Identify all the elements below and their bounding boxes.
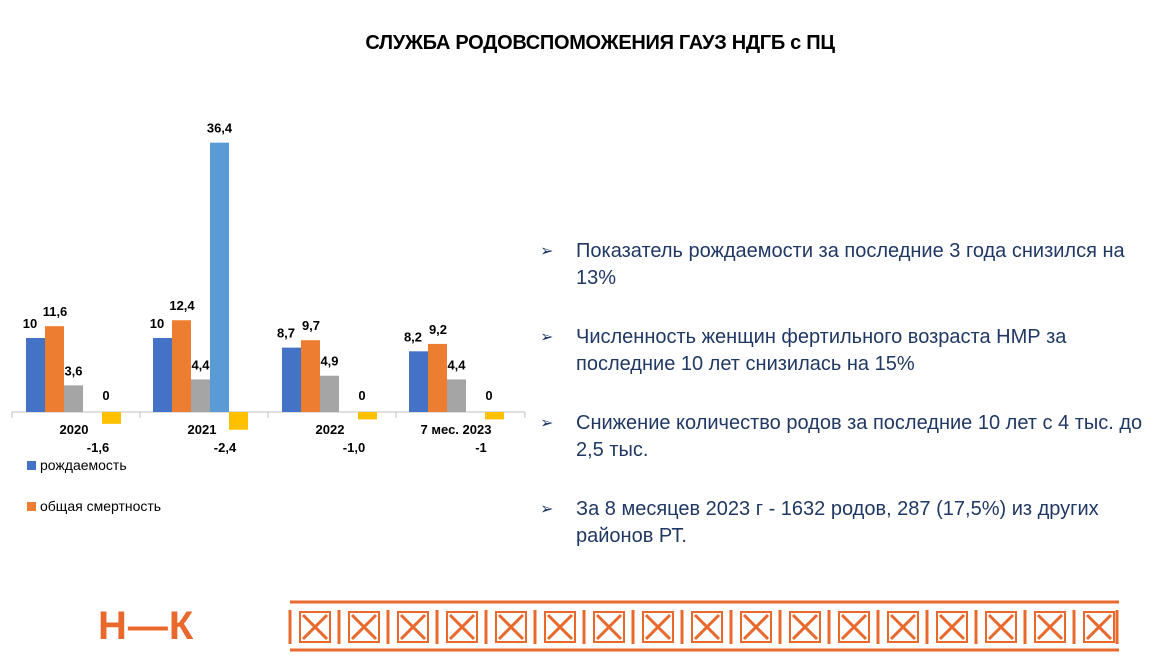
category-label: 2022	[316, 422, 345, 437]
logo: Н—К	[98, 604, 195, 648]
category-label: 2020	[60, 422, 89, 437]
ornament-x	[938, 613, 966, 641]
ornament-x	[301, 613, 329, 641]
ornament-box	[642, 611, 674, 643]
bar-chart: 10 11,6 3,6 0 -1,6 2020 10 12,4 4,4 36,4 -2,4 2021 8…	[11, 121, 526, 514]
ornament-box	[691, 611, 723, 643]
data-label: -2,4	[214, 440, 237, 455]
ornament-box	[446, 611, 478, 643]
ornament-x	[693, 613, 721, 641]
bar	[102, 412, 121, 424]
ornament-x	[399, 613, 427, 641]
data-label: 4,4	[447, 357, 466, 372]
arrow-right-icon: ➢	[540, 243, 554, 260]
data-label: -1	[475, 440, 487, 455]
data-label: -1,0	[343, 440, 365, 455]
decorative-ornament	[288, 600, 1119, 652]
ornament-x	[448, 613, 476, 641]
data-label: 4,9	[320, 354, 338, 369]
category-label: 2021	[188, 422, 217, 437]
ornament-box	[348, 611, 380, 643]
bar	[210, 142, 229, 412]
ornament-box	[544, 611, 576, 643]
data-label: 9,2	[429, 322, 447, 337]
ornament-box	[397, 611, 429, 643]
data-label: 0	[358, 388, 365, 403]
ornament-x	[791, 613, 819, 641]
bar	[320, 375, 339, 412]
data-label: 0	[485, 388, 492, 403]
ornament-x	[889, 613, 917, 641]
bar	[45, 326, 64, 412]
bar	[409, 351, 428, 412]
bar	[229, 412, 248, 430]
data-label: 4,4	[191, 357, 210, 372]
arrow-right-icon: ➢	[540, 501, 554, 518]
ornament-x	[1036, 613, 1064, 641]
data-label: 9,7	[302, 318, 320, 333]
ornament-x	[1085, 613, 1113, 641]
bar	[282, 347, 301, 412]
ornament-x	[595, 613, 623, 641]
ornament-box	[495, 611, 527, 643]
bullet-item: ➢ За 8 месяцев 2023 г - 1632 родов, 287 …	[540, 496, 1170, 550]
bar	[358, 412, 377, 420]
bar	[26, 338, 45, 412]
bullet-item: ➢ Снижение количество родов за последние…	[540, 410, 1170, 464]
data-label: -1,6	[87, 440, 109, 455]
legend-label: общая смертность	[40, 498, 161, 514]
bar	[301, 340, 320, 412]
bar	[447, 379, 466, 412]
data-label: 8,7	[277, 326, 295, 341]
bar	[153, 338, 172, 412]
data-label: 3,6	[64, 363, 82, 378]
ornament-x	[987, 613, 1015, 641]
data-label: 12,4	[169, 298, 195, 313]
bullet-list: ➢ Показатель рождаемости за последние 3 …	[540, 238, 1170, 582]
data-label: 36,4	[207, 121, 233, 136]
ornament-box	[1034, 611, 1066, 643]
ornament-x	[840, 613, 868, 641]
ornament-x	[742, 613, 770, 641]
legend-swatch	[27, 502, 36, 511]
ornament-x	[644, 613, 672, 641]
data-label: 10	[23, 316, 37, 331]
legend-swatch	[27, 461, 36, 470]
legend-label: рождаемость	[40, 457, 127, 473]
ornament-box	[299, 611, 331, 643]
page-title: СЛУЖБА РОДОВСПОМОЖЕНИЯ ГАУЗ НДГБ с ПЦ	[365, 32, 835, 54]
bullet-text: Снижение количество родов за последние 1…	[576, 412, 1143, 461]
ornament-x	[350, 613, 378, 641]
ornament-box	[789, 611, 821, 643]
ornament-box	[887, 611, 919, 643]
data-label: 11,6	[43, 304, 68, 319]
ornament-box	[838, 611, 870, 643]
arrow-right-icon: ➢	[540, 415, 554, 432]
bar	[191, 379, 210, 412]
bullet-text: Показатель рождаемости за последние 3 го…	[576, 240, 1125, 289]
bar	[428, 343, 447, 412]
ornament-box	[593, 611, 625, 643]
bullet-text: За 8 месяцев 2023 г - 1632 родов, 287 (1…	[576, 498, 1099, 547]
bar	[172, 320, 191, 412]
data-label: 10	[150, 316, 164, 331]
data-label: 0	[102, 388, 109, 403]
arrow-right-icon: ➢	[540, 329, 554, 346]
ornament-x	[546, 613, 574, 641]
ornament-x	[497, 613, 525, 641]
ornament-box	[1083, 611, 1115, 643]
ornament-box	[985, 611, 1017, 643]
bullet-item: ➢ Численность женщин фертильного возраст…	[540, 324, 1170, 378]
ornament-box	[936, 611, 968, 643]
bullet-item: ➢ Показатель рождаемости за последние 3 …	[540, 238, 1170, 292]
data-label: 8,2	[404, 329, 422, 344]
bar	[485, 412, 504, 420]
ornament-box	[740, 611, 772, 643]
category-label: 7 мес. 2023	[421, 422, 492, 437]
bullet-text: Численность женщин фертильного возраста …	[576, 326, 1067, 375]
bar	[64, 385, 83, 412]
